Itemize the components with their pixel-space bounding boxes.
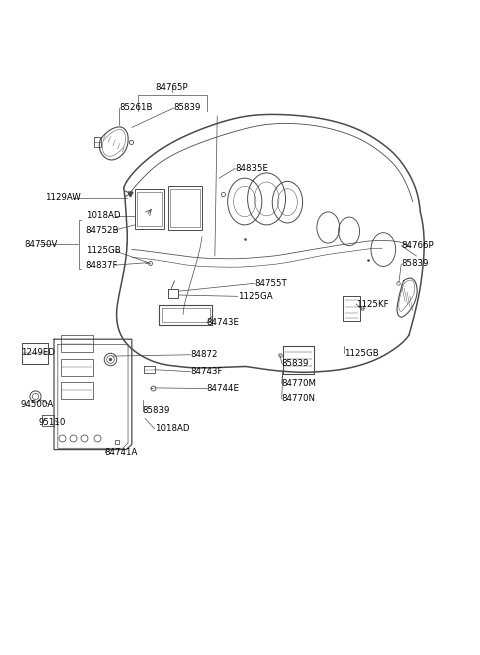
Text: 84837F: 84837F	[86, 261, 118, 270]
Text: 85839: 85839	[174, 103, 201, 113]
Text: 1125KF: 1125KF	[356, 299, 389, 309]
Text: 85839: 85839	[143, 406, 170, 415]
Text: 1125GB: 1125GB	[344, 349, 379, 358]
Text: 84770N: 84770N	[282, 394, 316, 403]
Text: 84743F: 84743F	[190, 367, 223, 376]
Text: 84750V: 84750V	[24, 240, 58, 249]
Text: 1018AD: 1018AD	[155, 424, 189, 434]
Text: 84835E: 84835E	[235, 164, 268, 173]
Text: 84744E: 84744E	[207, 384, 240, 393]
Text: 84766P: 84766P	[401, 241, 434, 250]
Text: 1249ED: 1249ED	[21, 348, 55, 357]
Text: 84752B: 84752B	[86, 225, 120, 234]
Text: 1125GB: 1125GB	[86, 246, 120, 255]
Text: 85261B: 85261B	[119, 103, 153, 113]
Text: 95110: 95110	[38, 418, 66, 427]
Text: 84872: 84872	[190, 350, 218, 360]
Text: 84770M: 84770M	[282, 379, 317, 388]
Text: 1018AD: 1018AD	[86, 212, 120, 220]
Text: 84741A: 84741A	[105, 448, 138, 457]
Text: 1129AW: 1129AW	[46, 193, 81, 202]
Text: 85839: 85839	[282, 359, 309, 367]
Text: 84755T: 84755T	[254, 279, 287, 288]
Text: 84743E: 84743E	[207, 318, 240, 327]
Text: 84765P: 84765P	[155, 83, 188, 92]
Text: 94500A: 94500A	[21, 400, 54, 409]
Text: 85839: 85839	[401, 259, 429, 269]
Text: 1125GA: 1125GA	[238, 292, 272, 301]
